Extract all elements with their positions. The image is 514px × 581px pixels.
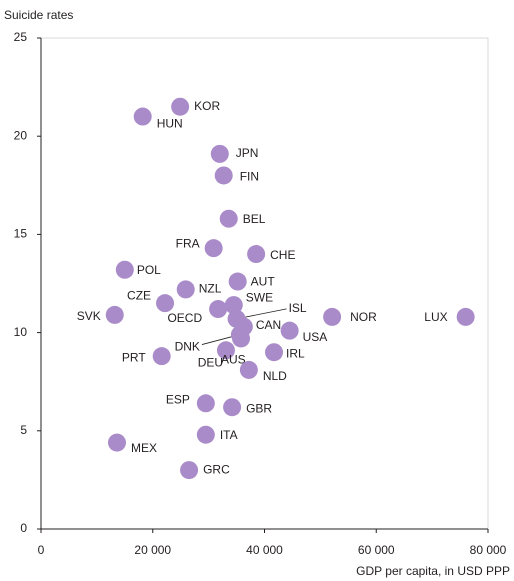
x-tick-label: 40 000	[246, 543, 283, 557]
point-label: OECD	[167, 311, 202, 325]
point	[115, 260, 134, 279]
point-label: USA	[303, 330, 328, 344]
point	[223, 398, 242, 417]
y-axis-title: Suicide rates	[4, 8, 73, 22]
y-tick-label: 20	[14, 128, 28, 142]
point	[228, 272, 247, 291]
point-label: IRL	[286, 346, 305, 360]
point	[196, 394, 215, 413]
point	[105, 305, 124, 324]
y-tick-label: 25	[14, 30, 28, 44]
x-tick-label: 20 000	[134, 543, 171, 557]
point-label: GRC	[203, 462, 230, 476]
point	[224, 296, 243, 315]
point-label: AUT	[251, 275, 276, 289]
point-label: FIN	[240, 170, 259, 184]
point-label: POL	[137, 263, 161, 277]
point	[171, 97, 190, 116]
point	[156, 294, 175, 313]
point	[219, 209, 238, 228]
point	[204, 239, 223, 258]
y-tick-label: 0	[20, 521, 27, 535]
point	[209, 300, 228, 319]
y-tick-label: 15	[14, 227, 28, 241]
x-tick-label: 0	[38, 543, 45, 557]
point	[247, 245, 266, 264]
point-label: LUX	[424, 310, 447, 324]
point	[176, 280, 195, 299]
y-tick-label: 10	[14, 325, 28, 339]
point-label: SVK	[77, 309, 101, 323]
x-axis-title: GDP per capita, in USD PPP	[356, 564, 510, 578]
point	[323, 307, 342, 326]
point-label: NZL	[199, 282, 222, 296]
point	[133, 107, 152, 126]
y-tick-label: 5	[20, 423, 27, 437]
point-label: HUN	[157, 117, 183, 131]
point-label: ISL	[289, 301, 307, 315]
x-tick-label: 80 000	[470, 543, 507, 557]
point-label: CHE	[270, 248, 295, 262]
point-label: NOR	[350, 310, 377, 324]
point-label: CZE	[127, 288, 151, 302]
point	[196, 425, 215, 444]
point-label: AUS	[221, 352, 246, 366]
point-label: ESP	[166, 392, 190, 406]
point-label: MEX	[131, 441, 157, 455]
point-label: DEU	[198, 356, 223, 370]
point-label: KOR	[194, 99, 220, 113]
point-label: GBR	[246, 401, 272, 415]
point-label: JPN	[236, 146, 259, 160]
point	[264, 343, 283, 362]
point-label: CAN	[256, 318, 281, 332]
point-label: PRT	[122, 350, 146, 364]
point	[152, 347, 171, 366]
point	[180, 461, 199, 480]
point-label: SWE	[246, 290, 273, 304]
point-label: FRA	[176, 236, 200, 250]
point	[210, 144, 229, 163]
point	[107, 433, 126, 452]
point	[216, 341, 235, 360]
point	[214, 166, 233, 185]
point-label: BEL	[243, 212, 266, 226]
point	[280, 321, 299, 340]
point	[232, 329, 251, 348]
point	[456, 307, 475, 326]
point-label: ITA	[220, 428, 238, 442]
point	[239, 360, 258, 379]
point-label: NLD	[263, 369, 287, 383]
x-tick-label: 60 000	[358, 543, 395, 557]
point-label: DNK	[175, 340, 200, 354]
